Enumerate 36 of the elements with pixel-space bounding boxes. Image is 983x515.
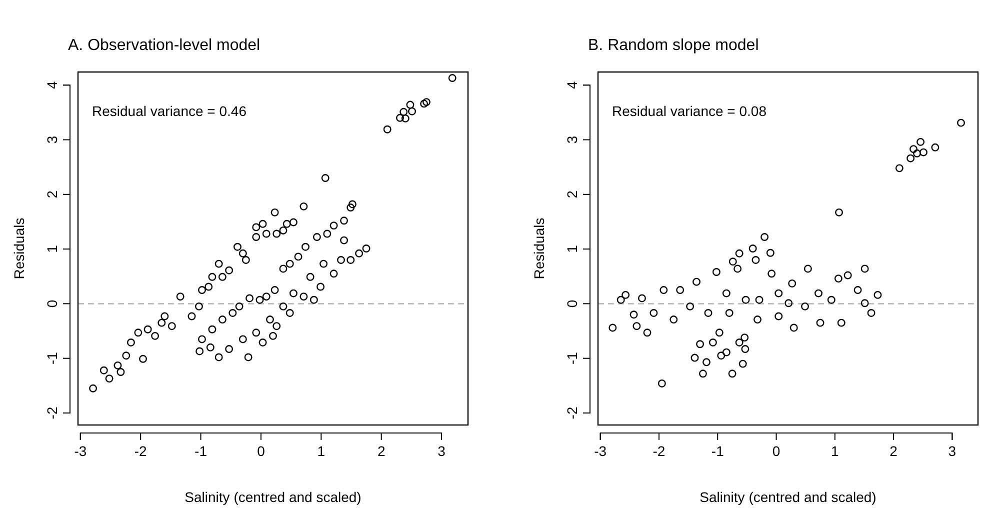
x-tick-label: 2 xyxy=(377,442,386,459)
y-tick-label: 4 xyxy=(44,81,60,90)
y-axis-title: Residuals xyxy=(11,218,27,280)
annotation: Residual variance = 0.46 xyxy=(92,103,247,119)
chart-title: B. Random slope model xyxy=(588,37,759,54)
y-tick-label: 3 xyxy=(564,136,580,144)
y-tick-label: 2 xyxy=(564,190,580,198)
chart-title: A. Observation-level model xyxy=(68,37,260,54)
x-tick-label: -1 xyxy=(711,442,724,459)
y-tick-label: -2 xyxy=(564,406,580,420)
y-tick-label: -1 xyxy=(44,352,60,365)
x-axis-title: Salinity (centred and scaled) xyxy=(184,489,362,505)
x-tick-label: 3 xyxy=(438,442,446,459)
x-tick-label: -3 xyxy=(594,442,607,459)
x-tick-label: 3 xyxy=(948,442,956,459)
y-tick-label: 4 xyxy=(564,81,580,90)
x-tick-label: -2 xyxy=(652,442,666,459)
x-tick-label: 0 xyxy=(772,442,780,459)
y-tick-label: 0 xyxy=(564,300,580,308)
x-tick-label: 2 xyxy=(890,442,898,459)
x-tick-label: 1 xyxy=(831,442,840,459)
y-tick-label: -1 xyxy=(564,352,580,365)
y-tick-label: 3 xyxy=(44,136,60,144)
x-tick-label: -2 xyxy=(134,442,148,459)
annotation: Residual variance = 0.08 xyxy=(612,103,767,119)
x-tick-label: 0 xyxy=(257,442,266,459)
x-tick-label: -3 xyxy=(74,442,87,459)
y-tick-label: 2 xyxy=(44,190,60,198)
x-tick-label: 1 xyxy=(317,442,326,459)
y-axis-title: Residuals xyxy=(531,218,547,280)
x-axis-title: Salinity (centred and scaled) xyxy=(700,489,876,505)
y-tick-label: -2 xyxy=(44,406,60,420)
y-tick-label: 1 xyxy=(44,244,60,253)
x-tick-label: -1 xyxy=(194,442,208,459)
y-tick-label: 0 xyxy=(44,300,60,308)
y-tick-label: 1 xyxy=(564,244,580,253)
